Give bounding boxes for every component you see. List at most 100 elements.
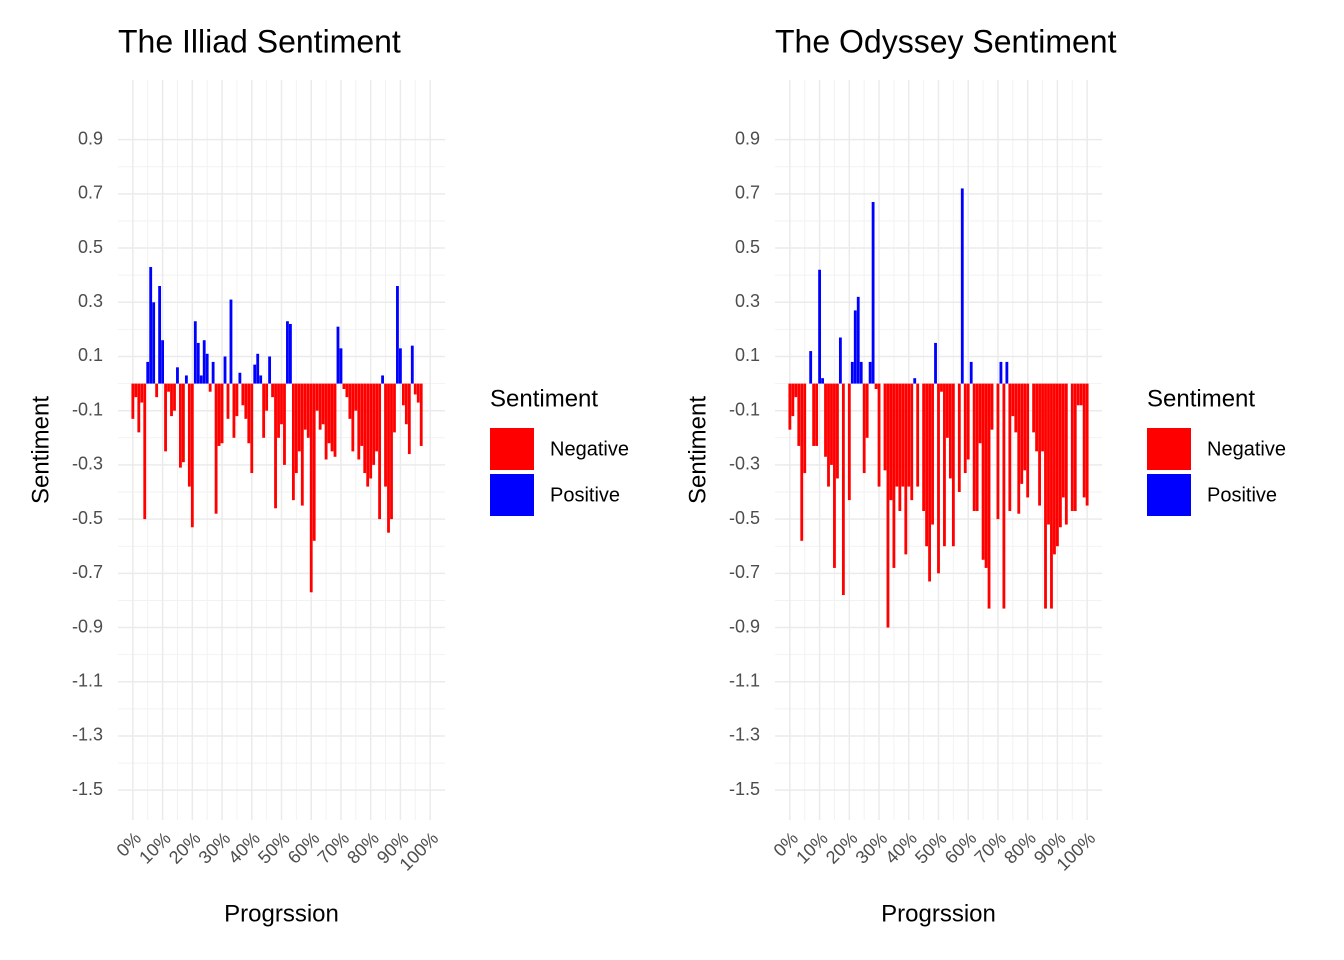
bar [800,383,804,541]
x-tick-label: 60% [284,828,324,868]
bar [1076,383,1080,406]
legend-swatch [1147,474,1191,516]
bar [1038,383,1041,506]
bar [235,383,239,417]
bar [824,383,827,457]
bar [859,361,863,384]
x-tick-label: 20% [165,828,205,868]
bar [223,356,227,384]
bar [378,383,382,520]
bar [883,383,887,471]
bar [247,383,251,444]
bar [262,383,266,438]
bar [375,383,379,452]
bar [928,383,931,582]
bar [333,383,337,457]
bar [794,383,798,398]
bar [384,383,387,487]
bar [401,383,405,406]
bar [351,383,355,452]
bar [975,383,979,511]
bar [830,383,833,465]
bar [244,383,248,419]
bar [1041,383,1044,452]
bar [342,383,346,390]
bar [396,286,399,384]
bar [922,383,926,511]
bar [913,378,917,384]
bar [916,383,920,487]
bar [892,383,896,568]
bar [978,383,982,444]
bar [987,383,991,609]
x-tick-label: 50% [254,828,294,868]
bar [943,383,946,547]
bar [167,383,170,392]
bar [937,383,940,574]
bar [205,353,209,384]
bar [274,383,277,509]
bar [910,383,914,501]
bar [286,321,289,384]
y-tick-label: -1.3 [72,725,103,745]
bar [1017,383,1021,514]
bar [143,383,147,520]
y-tick-label: -1.1 [72,671,103,691]
chart-title: The Odyssey Sentiment [775,23,1117,59]
bar [330,383,334,452]
bar [818,269,822,384]
bar [196,342,200,384]
bar [199,375,203,384]
bar [381,375,384,384]
bar [1085,383,1089,506]
bar [208,383,212,392]
x-tick-label: 70% [971,828,1011,868]
x-tick-label: 70% [314,828,354,868]
bar [862,383,866,474]
bar [181,383,185,463]
bar [1058,383,1062,528]
bar [907,383,911,487]
y-tick-label: -1.1 [729,671,760,691]
bar [217,383,221,446]
bar [303,383,307,430]
bar [214,383,218,514]
y-tick-label: 0.9 [735,128,760,148]
chart-title: The Illiad Sentiment [118,23,401,59]
bar [853,310,857,384]
bar [390,383,393,520]
bar [815,383,819,446]
x-tick-label: 10% [135,828,175,868]
bar [841,383,845,596]
bar [193,321,197,384]
y-tick-label: 0.7 [78,183,103,203]
bar [241,383,245,406]
bar [1014,383,1018,433]
y-tick-label: -0.9 [729,616,760,636]
bar [963,383,967,474]
bar [315,383,319,411]
bar [229,299,233,384]
bar [847,383,851,501]
bar [797,383,801,446]
bar [306,383,310,438]
bar [184,375,188,384]
bar [170,383,173,417]
bar [416,383,420,403]
y-tick-label: -0.1 [729,399,760,419]
y-tick-label: -0.1 [72,399,103,419]
bar [856,296,860,384]
y-tick-label: 0.1 [78,345,103,365]
bar [366,383,370,487]
bar [1026,383,1030,498]
bar [836,383,839,479]
y-axis-label: Sentiment [27,396,54,504]
bar [372,383,376,465]
bar [250,383,254,474]
bar [1050,383,1053,609]
bar [940,383,943,392]
y-tick-label: -1.5 [729,779,760,799]
bar [265,383,269,411]
x-axis-label: Progrssion [881,900,996,927]
bar [354,383,358,411]
